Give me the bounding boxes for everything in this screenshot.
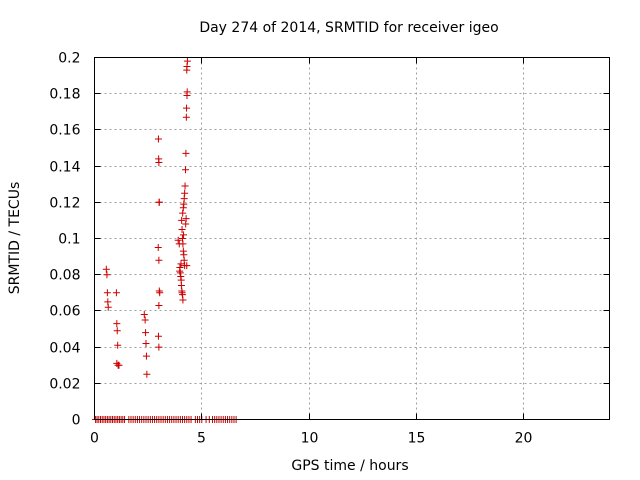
data-point	[155, 198, 163, 206]
data-point	[155, 158, 163, 166]
x-axis-label: GPS time / hours	[291, 458, 408, 474]
data-point	[179, 296, 187, 304]
data-point	[178, 216, 186, 224]
y-tick-label: 0.06	[49, 304, 80, 320]
data-point	[177, 260, 185, 268]
data-point	[176, 267, 184, 275]
data-point	[174, 236, 182, 244]
y-tick-label: 0.2	[58, 51, 80, 67]
data-point	[143, 370, 151, 378]
data-point	[182, 149, 190, 157]
data-point	[115, 361, 123, 369]
data-point	[183, 57, 191, 65]
x-tick-label: 5	[197, 431, 206, 447]
data-point	[182, 215, 190, 223]
data-point	[142, 352, 150, 360]
chart-title: Day 274 of 2014, SRMTID for receiver ige…	[199, 20, 498, 36]
data-point	[181, 182, 189, 190]
data-point	[181, 166, 189, 174]
data-point	[183, 88, 191, 96]
y-tick-label: 0.16	[49, 123, 80, 139]
data-point	[114, 341, 122, 349]
data-point	[154, 332, 162, 340]
data-point	[182, 113, 190, 121]
y-tick-label: 0	[72, 413, 81, 429]
data-point	[156, 289, 164, 297]
data-point	[183, 104, 191, 112]
tick-labels: 0 0.02 0.04 0.06 0.08 0.1 0.12 0.14 0.16 0.18 0.2 0…	[49, 51, 532, 447]
data-point	[113, 327, 121, 335]
data-point	[104, 303, 112, 311]
data-point	[113, 320, 121, 328]
data-point	[155, 301, 163, 309]
data-point	[155, 343, 163, 351]
x-tick-label: 10	[301, 431, 319, 447]
y-tick-label: 0.18	[49, 87, 80, 103]
data-point	[140, 311, 148, 319]
data-point	[112, 289, 120, 297]
y-tick-label: 0.08	[49, 268, 80, 284]
y-tick-label: 0.04	[49, 341, 80, 357]
y-tick-label: 0.1	[58, 232, 80, 248]
x-tick-label: 15	[408, 431, 426, 447]
axis-ticks	[94, 57, 610, 420]
y-tick-label: 0.14	[49, 160, 80, 176]
y-axis-label: SRMTID / TECUs	[7, 182, 23, 295]
data-point	[102, 265, 110, 273]
data-point	[178, 225, 186, 233]
data-point	[181, 189, 189, 197]
data-point	[179, 209, 187, 217]
data-point	[141, 316, 149, 324]
y-tick-label: 0.12	[49, 196, 80, 212]
data-point	[154, 244, 162, 252]
data-point	[103, 289, 111, 297]
data-point	[183, 262, 191, 270]
y-tick-label: 0.02	[49, 377, 80, 393]
data-point	[142, 329, 150, 337]
x-tick-label: 20	[515, 431, 533, 447]
data-point	[142, 339, 150, 347]
data-point	[154, 135, 162, 143]
data-point	[155, 256, 163, 264]
x-tick-label: 0	[90, 431, 99, 447]
data-point	[103, 271, 111, 279]
data-point	[179, 240, 187, 248]
data-point	[180, 231, 188, 239]
